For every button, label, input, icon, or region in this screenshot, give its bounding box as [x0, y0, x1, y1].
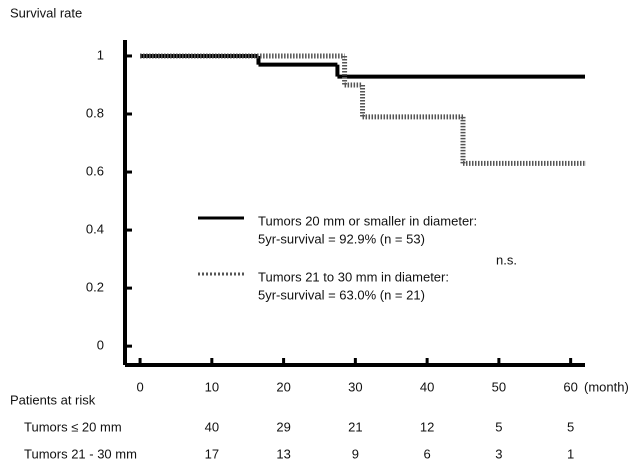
- risk-count: 5: [567, 419, 574, 434]
- x-tick-label: 20: [276, 379, 290, 394]
- risk-count: 12: [420, 419, 434, 434]
- annotation: n.s.: [496, 252, 517, 267]
- risk-count: 17: [205, 446, 219, 461]
- x-tick-label: 10: [205, 379, 219, 394]
- risk-row-label: Tumors 21 - 30 mm: [24, 446, 137, 461]
- risk-count: 21: [348, 419, 362, 434]
- x-tick-label: 30: [348, 379, 362, 394]
- y-axis-label: Survival rate: [10, 5, 82, 20]
- x-tick-label: 60: [563, 379, 577, 394]
- x-axis-label: (month): [584, 379, 629, 394]
- y-tick-label: 0.6: [86, 163, 104, 178]
- y-tick-label: 1: [97, 47, 104, 62]
- x-tick-label: 0: [136, 379, 143, 394]
- risk-count: 5: [495, 419, 502, 434]
- legend-note: 5yr-survival = 63.0% (n = 21): [258, 287, 425, 302]
- risk-title: Patients at risk: [10, 392, 96, 407]
- y-tick-label: 0: [97, 338, 104, 353]
- risk-count: 6: [424, 446, 431, 461]
- y-tick-label: 0.4: [86, 222, 104, 237]
- risk-count: 29: [276, 419, 290, 434]
- legend-note: 5yr-survival = 92.9% (n = 53): [258, 231, 425, 246]
- x-tick-label: 50: [492, 379, 506, 394]
- risk-count: 9: [352, 446, 359, 461]
- risk-count: 13: [276, 446, 290, 461]
- x-tick-label: 40: [420, 379, 434, 394]
- risk-count: 3: [495, 446, 502, 461]
- legend-label: Tumors 21 to 30 mm in diameter:: [258, 269, 449, 284]
- risk-count: 1: [567, 446, 574, 461]
- risk-count: 40: [205, 419, 219, 434]
- y-tick-label: 0.2: [86, 280, 104, 295]
- risk-row-label: Tumors ≤ 20 mm: [24, 419, 122, 434]
- y-tick-label: 0.8: [86, 105, 104, 120]
- legend-label: Tumors 20 mm or smaller in diameter:: [258, 213, 477, 228]
